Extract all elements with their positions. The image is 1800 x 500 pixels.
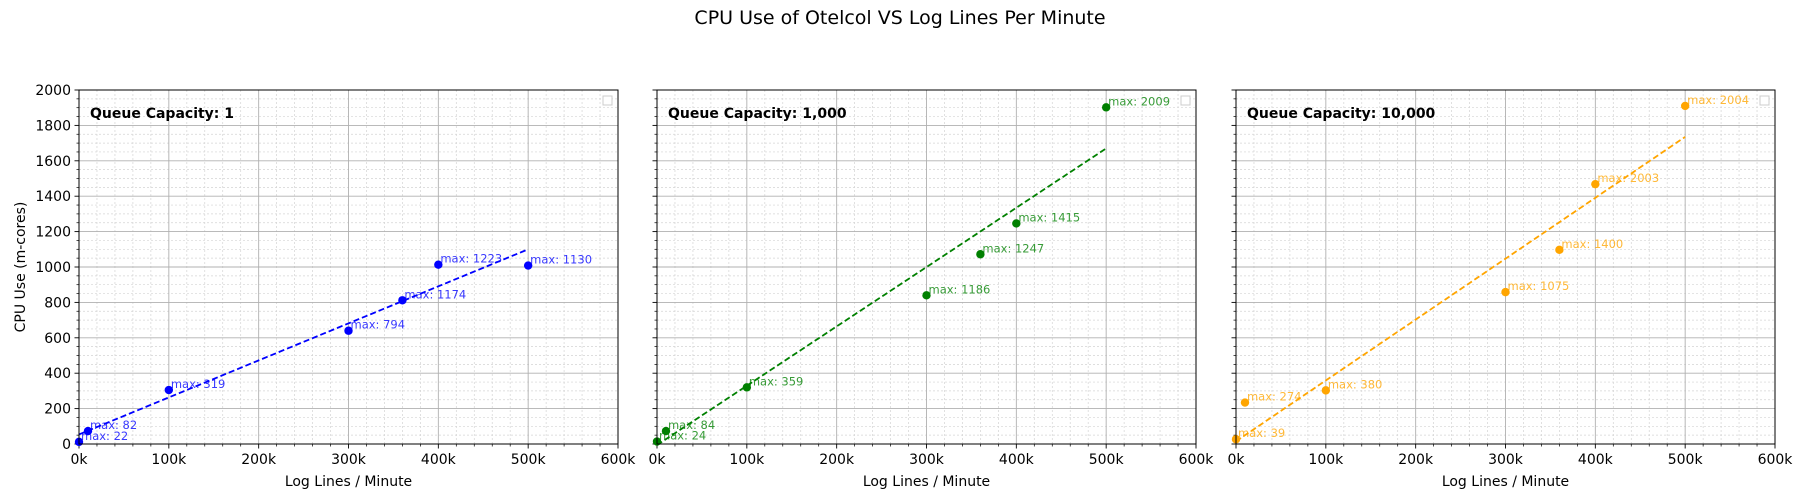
panel-title: Queue Capacity: 1: [90, 106, 234, 122]
data-label: max: 380: [1328, 377, 1383, 391]
y-tick-label: 0: [62, 437, 71, 453]
y-tick-label: 1800: [35, 118, 71, 134]
y-tick-label: 400: [44, 366, 71, 382]
data-point: [976, 250, 985, 259]
y-tick-label: 1000: [35, 260, 71, 276]
x-axis-label: Log Lines / Minute: [285, 474, 412, 490]
axes-frame: [656, 89, 1197, 445]
data-label: max: 22: [81, 429, 128, 443]
data-label: max: 1247: [982, 241, 1044, 255]
data-label: max: 1174: [404, 287, 466, 301]
data-label: max: 319: [171, 377, 226, 391]
data-point: [1101, 103, 1111, 112]
data-label: max: 2009: [1108, 94, 1170, 108]
panel-title: Queue Capacity: 10,000: [1247, 106, 1436, 122]
x-tick-label: 100k: [151, 452, 187, 468]
x-tick-label: 300k: [1488, 452, 1524, 468]
data-point: [344, 326, 353, 335]
data-label: max: 82: [90, 418, 137, 432]
data-point: [1555, 245, 1564, 255]
figure-title: CPU Use of Otelcol VS Log Lines Per Minu…: [694, 7, 1105, 29]
y-tick-label: 1200: [35, 225, 71, 241]
panels: 0k 100k 200k 300k 400k 500k 600k 0 200 400 600 800 1…: [13, 83, 1793, 490]
chart-panel-3: 0k 100k 200k 300k 400k 500k 600k max: 39 max: 27…: [1227, 89, 1794, 490]
data-label: max: 1075: [1508, 279, 1570, 293]
y-tick-label: 1400: [35, 189, 71, 205]
y-tick-label: 1600: [35, 154, 71, 170]
data-point: [922, 291, 931, 300]
x-axis-label: Log Lines / Minute: [1442, 474, 1569, 490]
chart-panel-1: 0k 100k 200k 300k 400k 500k 600k 0 200 400 600 800 1…: [13, 83, 636, 490]
data-point: [83, 426, 93, 436]
data-label: max: 24: [659, 429, 706, 443]
data-point: [1591, 179, 1600, 189]
data-point: [1680, 101, 1690, 111]
x-tick-label: 300k: [909, 452, 945, 468]
fit-line: [1235, 136, 1686, 443]
x-tick-label: 200k: [1398, 452, 1434, 468]
x-tick-label: 500k: [1668, 452, 1704, 468]
data-label: max: 39: [1238, 426, 1285, 440]
legend-box: [1759, 95, 1770, 106]
x-tick-label: 400k: [999, 452, 1035, 468]
x-tick-label: 600k: [1758, 452, 1794, 468]
data-label: max: 1415: [1018, 210, 1080, 224]
data-point: [398, 296, 407, 305]
x-tick-label: 200k: [819, 452, 855, 468]
data-label: max: 794: [351, 318, 406, 332]
x-tick-label: 600k: [1179, 452, 1215, 468]
data-label: max: 1400: [1561, 237, 1623, 251]
axes-frame: [78, 89, 619, 445]
x-tick-label: 500k: [511, 452, 547, 468]
axes-frame: [1235, 89, 1776, 445]
x-tick-label: 300k: [331, 452, 367, 468]
x-tick-label: 500k: [1089, 452, 1125, 468]
x-tick-label: 200k: [241, 452, 277, 468]
legend-box: [1180, 95, 1191, 106]
data-point: [1240, 398, 1250, 407]
x-tick-label: 0k: [70, 452, 88, 468]
panel-title: Queue Capacity: 1,000: [668, 106, 847, 122]
data-label: max: 1130: [530, 253, 592, 267]
data-label: max: 2004: [1687, 93, 1749, 107]
x-tick-label: 400k: [1578, 452, 1614, 468]
legend-box: [602, 95, 613, 106]
y-axis-label: CPU Use (m-cores): [13, 202, 29, 333]
data-label: max: 1186: [929, 282, 991, 296]
data-point: [164, 385, 174, 395]
data-label: max: 2003: [1597, 171, 1659, 185]
data-label: max: 359: [749, 374, 804, 388]
data-point: [742, 383, 752, 392]
data-point: [1012, 219, 1021, 228]
x-axis-label: Log Lines / Minute: [863, 474, 990, 490]
data-label: max: 84: [668, 418, 715, 432]
x-tick-label: 400k: [421, 452, 457, 468]
y-tick-label: 600: [44, 331, 71, 347]
y-tick-label: 2000: [35, 83, 71, 99]
data-point: [434, 260, 443, 269]
y-tick-label: 200: [44, 402, 71, 418]
data-point: [1321, 386, 1331, 395]
y-tick-label: 800: [44, 295, 71, 311]
data-label: max: 274: [1247, 390, 1302, 404]
data-point: [523, 261, 533, 270]
data-point: [661, 426, 671, 436]
data-label: max: 1223: [440, 252, 502, 266]
x-tick-label: 0k: [648, 452, 666, 468]
data-point: [1501, 287, 1510, 297]
x-tick-label: 0k: [1227, 452, 1245, 468]
x-tick-label: 100k: [729, 452, 765, 468]
x-tick-label: 100k: [1308, 452, 1344, 468]
x-tick-label: 600k: [601, 452, 637, 468]
